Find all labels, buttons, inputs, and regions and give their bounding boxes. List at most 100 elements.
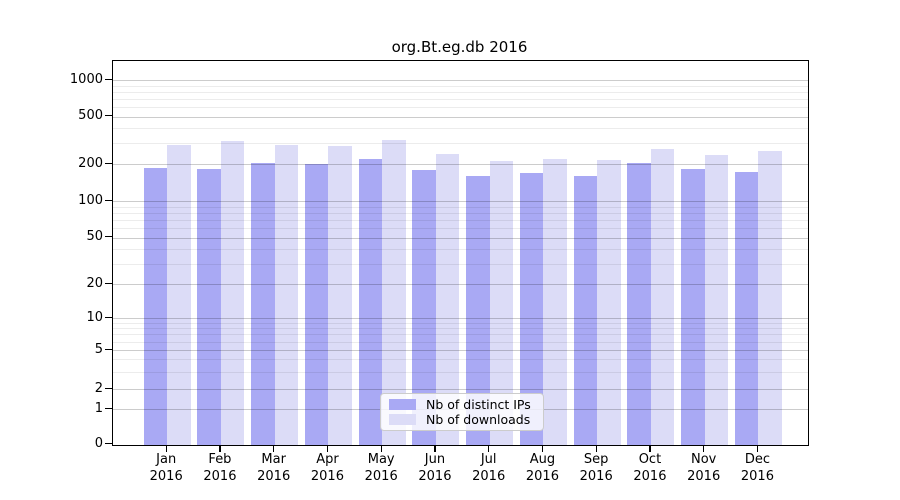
x-tick-label-jun-2016: Jun 2016 <box>403 452 467 485</box>
y-tick-mark-5 <box>105 348 112 350</box>
legend-swatch-downloads <box>389 414 416 426</box>
x-tick-label-month-jun-2016: Jun <box>424 452 446 467</box>
bar-nb-of-distinct-ips-jun-2016 <box>412 169 436 445</box>
plot-area: Nb of distinct IPs Nb of downloads <box>112 60 809 446</box>
y-tick-mark-200 <box>105 162 112 165</box>
x-tick-mark-apr-2016 <box>326 445 329 452</box>
bar-nb-of-distinct-ips-feb-2016 <box>197 169 221 445</box>
legend-item-distinct-ips: Nb of distinct IPs <box>389 397 535 412</box>
x-tick-label-year-jun-2016: 2016 <box>418 468 452 484</box>
x-tick-mark-oct-2016 <box>649 445 651 452</box>
bar-nb-of-distinct-ips-jan-2016 <box>143 168 168 445</box>
y-tick-label-200: 200 <box>78 155 103 171</box>
y-tick-label-20: 20 <box>86 275 103 291</box>
y-tick-mark-2 <box>105 387 112 389</box>
gridline-minor-8 <box>113 328 808 330</box>
x-tick-mark-dec-2016 <box>756 445 759 452</box>
gridline-major-10 <box>113 318 808 319</box>
x-tick-mark-jun-2016 <box>434 445 436 452</box>
x-tick-label-month-may-2016: May <box>367 452 395 467</box>
x-tick-label-sep-2016: Sep 2016 <box>564 452 628 485</box>
legend-item-downloads: Nb of downloads <box>389 412 535 427</box>
x-tick-label-may-2016: May 2016 <box>349 452 413 485</box>
y-tick-mark-20 <box>105 282 112 285</box>
x-tick-label-year-aug-2016: 2016 <box>525 468 559 484</box>
gridline-minor-30 <box>113 263 808 265</box>
x-tick-label-month-jul-2016: Jul <box>480 452 497 467</box>
bar-nb-of-distinct-ips-jul-2016 <box>466 176 490 445</box>
gridline-minor-9 <box>113 322 808 324</box>
y-tick-label-0: 0 <box>94 436 103 451</box>
bar-nb-of-downloads-nov-2016 <box>704 154 729 445</box>
bar-nb-of-downloads-feb-2016 <box>220 140 245 445</box>
gridline-minor-400 <box>113 128 808 130</box>
gridline-major-5 <box>113 350 808 351</box>
gridline-minor-90 <box>113 206 808 208</box>
chart-title: org.Bt.eg.db 2016 <box>391 38 528 56</box>
bar-nb-of-distinct-ips-dec-2016 <box>734 172 759 445</box>
gridline-minor-4 <box>113 359 808 361</box>
y-tick-label-2: 2 <box>94 380 103 396</box>
x-tick-label-year-dec-2016: 2016 <box>740 468 774 484</box>
y-tick-mark-1000 <box>105 78 112 81</box>
y-tick-label-500: 500 <box>78 108 103 124</box>
x-tick-label-month-jan-2016: Jan <box>156 452 177 467</box>
y-tick-label-10: 10 <box>86 309 103 325</box>
y-tick-mark-50 <box>105 236 112 238</box>
x-tick-label-dec-2016: Dec 2016 <box>725 452 789 485</box>
x-tick-label-mar-2016: Mar 2016 <box>242 452 306 485</box>
gridline-minor-40 <box>113 249 808 251</box>
x-tick-label-jan-2016: Jan 2016 <box>134 452 198 485</box>
x-tick-label-jul-2016: Jul 2016 <box>457 452 521 485</box>
x-tick-mark-feb-2016 <box>219 445 221 452</box>
bar-nb-of-downloads-mar-2016 <box>274 144 299 445</box>
y-tick-mark-0 <box>105 443 112 445</box>
gridline-major-500 <box>113 116 808 118</box>
bar-nb-of-distinct-ips-sep-2016 <box>573 175 598 445</box>
gridline-major-200 <box>113 164 808 166</box>
y-tick-mark-10 <box>105 316 112 318</box>
x-tick-label-year-jan-2016: 2016 <box>149 468 183 484</box>
gridline-minor-60 <box>113 228 808 230</box>
gridline-minor-7 <box>113 334 808 336</box>
gridline-minor-70 <box>113 219 808 221</box>
x-tick-label-year-nov-2016: 2016 <box>687 468 721 484</box>
y-tick-label-1: 1 <box>94 400 103 416</box>
x-tick-mark-mar-2016 <box>273 445 275 452</box>
y-tick-mark-500 <box>105 115 112 117</box>
y-tick-mark-1 <box>105 407 112 410</box>
legend-label-distinct-ips: Nb of distinct IPs <box>426 396 531 412</box>
x-tick-label-month-sep-2016: Sep <box>583 452 609 467</box>
bar-nb-of-downloads-aug-2016 <box>543 158 567 445</box>
gridline-major-20 <box>113 284 808 286</box>
bar-nb-of-distinct-ips-mar-2016 <box>251 162 275 445</box>
x-tick-label-month-feb-2016: Feb <box>208 452 232 467</box>
x-tick-label-year-may-2016: 2016 <box>364 468 398 484</box>
x-tick-label-year-oct-2016: 2016 <box>633 468 667 484</box>
x-tick-label-month-nov-2016: Nov <box>691 452 717 467</box>
x-tick-label-month-oct-2016: Oct <box>638 452 662 467</box>
gridline-major-50 <box>113 237 808 239</box>
x-tick-mark-sep-2016 <box>595 445 597 452</box>
x-tick-label-year-sep-2016: 2016 <box>579 468 613 484</box>
x-tick-mark-may-2016 <box>380 445 382 452</box>
legend-swatch-distinct-ips <box>389 398 416 410</box>
x-tick-label-year-feb-2016: 2016 <box>203 468 237 484</box>
legend: Nb of distinct IPs Nb of downloads <box>380 393 544 431</box>
gridline-major-100 <box>113 201 808 202</box>
x-tick-label-nov-2016: Nov 2016 <box>672 452 736 485</box>
bar-nb-of-downloads-apr-2016 <box>328 146 352 445</box>
gridline-minor-3 <box>113 371 808 373</box>
x-tick-label-aug-2016: Aug 2016 <box>510 452 574 485</box>
gridline-minor-600 <box>113 107 808 109</box>
x-tick-label-year-mar-2016: 2016 <box>257 468 291 484</box>
gridline-minor-900 <box>113 85 808 87</box>
bar-nb-of-distinct-ips-may-2016 <box>358 159 383 445</box>
gridline-major-1000 <box>113 80 808 82</box>
y-tick-label-50: 50 <box>86 229 103 245</box>
x-tick-label-month-apr-2016: Apr <box>316 452 339 467</box>
gridline-minor-300 <box>113 143 808 145</box>
x-tick-label-month-mar-2016: Mar <box>261 452 286 467</box>
gridline-minor-6 <box>113 341 808 343</box>
